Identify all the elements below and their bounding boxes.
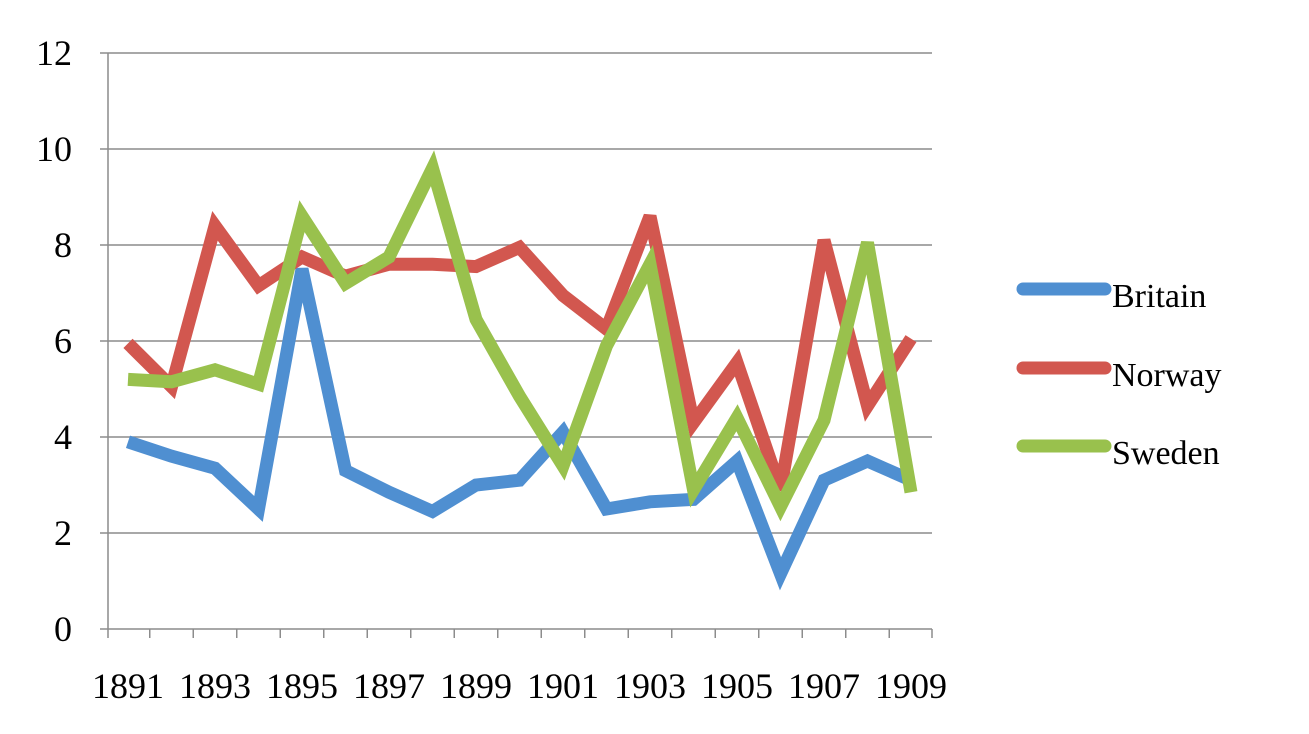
legend-label-norway: Norway: [1112, 357, 1222, 394]
x-tick-labels: 1891 1893 1895 1897 1899 1901 1903 1905 1907 1909: [92, 666, 947, 706]
x-tick-label: 1907: [788, 666, 860, 706]
y-tick-label: 8: [54, 225, 72, 265]
legend-label-sweden: Sweden: [1112, 435, 1220, 472]
legend-label-britain: Britain: [1112, 278, 1206, 315]
x-tick-label: 1903: [614, 666, 686, 706]
y-tick-label: 4: [54, 417, 72, 457]
x-tick-label: 1899: [440, 666, 512, 706]
x-tick-label: 1895: [266, 666, 338, 706]
y-tick-label: 10: [36, 129, 72, 169]
x-tick-label: 1901: [527, 666, 599, 706]
y-tick-label: 0: [54, 609, 72, 649]
x-tick-label: 1909: [875, 666, 947, 706]
legend: Britain Norway Sweden: [1016, 278, 1222, 472]
axes: [100, 52, 933, 638]
x-tick-label: 1891: [92, 666, 164, 706]
series-line-norway: [123, 210, 917, 492]
x-tick-label: 1905: [701, 666, 773, 706]
x-tick-label: 1893: [179, 666, 251, 706]
series-line-britain: [125, 267, 914, 591]
y-tick-label: 12: [36, 33, 72, 73]
y-tick-label: 2: [54, 513, 72, 553]
x-tick-label: 1897: [353, 666, 425, 706]
series-line-sweden: [127, 150, 918, 522]
series-lines: [123, 150, 918, 591]
y-tick-labels: 0 2 4 6 8 10 12: [36, 33, 72, 649]
y-tick-label: 6: [54, 321, 72, 361]
